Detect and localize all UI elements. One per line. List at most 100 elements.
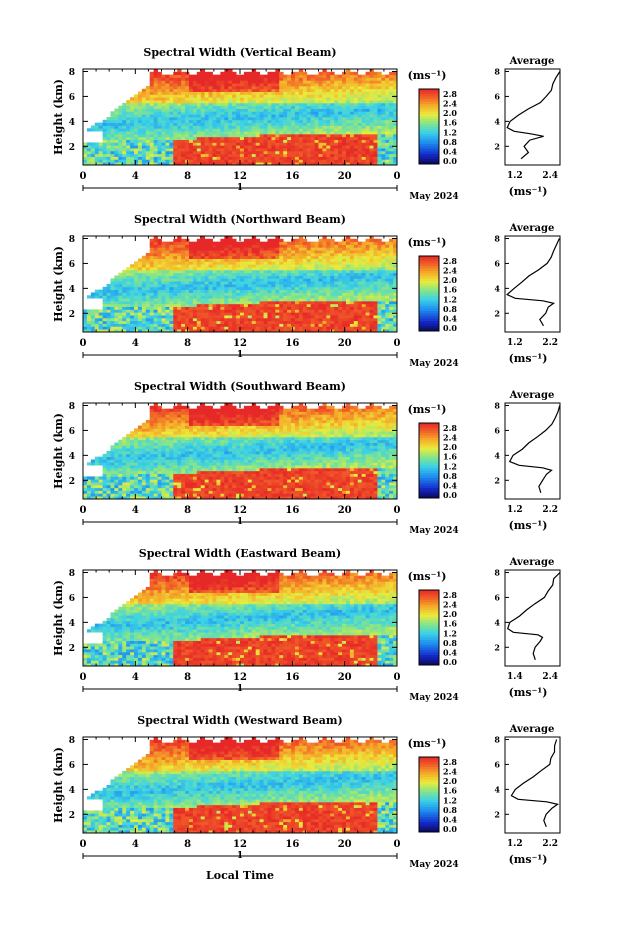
heatmap-cell xyxy=(275,71,280,76)
heatmap-cell xyxy=(381,128,386,132)
heatmap-cell xyxy=(130,114,135,118)
heatmap-cell xyxy=(181,298,186,302)
heatmap-cell xyxy=(134,119,139,124)
heatmap-cell xyxy=(377,329,382,333)
heatmap-cell xyxy=(188,269,194,274)
heatmap-cell xyxy=(208,131,213,135)
heatmap-cell xyxy=(220,145,225,149)
heatmap-cell xyxy=(353,148,359,152)
heatmap-cell xyxy=(263,119,268,124)
heatmap-cell xyxy=(330,74,335,78)
heatmap-cell xyxy=(165,306,170,310)
heatmap-cell xyxy=(349,74,355,78)
heatmap-cell xyxy=(90,295,96,299)
heatmap-cell xyxy=(145,295,151,299)
heatmap-cell xyxy=(393,91,398,95)
heatmap-cell xyxy=(283,315,288,319)
heatmap-cell xyxy=(204,139,210,143)
heatmap-cell xyxy=(393,80,398,84)
heatmap-cell xyxy=(291,286,296,291)
heatmap-cell xyxy=(145,108,151,112)
heatmap-cell xyxy=(204,114,210,118)
heatmap-cell xyxy=(137,295,143,299)
heatmap-cell xyxy=(334,74,339,78)
heatmap-cell xyxy=(275,136,280,140)
heatmap-cell xyxy=(389,323,394,327)
heatmap-cell xyxy=(357,97,363,101)
heatmap-cell xyxy=(232,114,237,118)
heatmap-cell xyxy=(373,97,378,101)
heatmap-cell xyxy=(381,145,386,149)
heatmap-cell xyxy=(365,71,370,76)
heatmap-cell xyxy=(220,162,225,166)
heatmap-cell xyxy=(298,108,304,112)
heatmap-cell xyxy=(393,267,398,271)
heatmap-cell xyxy=(259,133,264,138)
heatmap-cell xyxy=(188,111,194,115)
heatmap-cell xyxy=(126,323,131,327)
heatmap-cell xyxy=(373,261,378,265)
heatmap-cell xyxy=(326,255,331,259)
heatmap-cell xyxy=(90,159,96,163)
heatmap-cell xyxy=(349,148,355,152)
heatmap-cell xyxy=(271,131,276,135)
heatmap-cell xyxy=(185,148,190,152)
heatmap-cell xyxy=(196,275,202,279)
heatmap-cell xyxy=(220,133,225,138)
heatmap-cell xyxy=(212,105,217,109)
heatmap-cell xyxy=(134,108,139,112)
heatmap-cell xyxy=(326,77,331,81)
heatmap-cell xyxy=(83,323,88,327)
heatmap-cell xyxy=(141,114,147,118)
heatmap-cell xyxy=(322,329,327,333)
heatmap-cell xyxy=(236,80,241,84)
heatmap-cell xyxy=(251,309,257,313)
heatmap-cell xyxy=(224,114,229,118)
heatmap-cell xyxy=(165,111,170,115)
heatmap-cell xyxy=(247,105,253,109)
heatmap-cell xyxy=(314,329,319,333)
heatmap-cell xyxy=(271,117,276,121)
heatmap-cell xyxy=(153,323,158,327)
heatmap-cell xyxy=(322,97,327,101)
heatmap-cell xyxy=(173,267,178,271)
heatmap-cell xyxy=(357,309,363,313)
heatmap-cell xyxy=(149,295,155,299)
heatmap-cell xyxy=(118,148,123,152)
heatmap-cell xyxy=(385,159,390,163)
heatmap-cell xyxy=(216,292,221,296)
heatmap-cell xyxy=(267,136,272,140)
heatmap-cell xyxy=(169,300,174,305)
heatmap-cell xyxy=(283,241,288,245)
heatmap-cell xyxy=(306,272,312,276)
heatmap-cell xyxy=(255,286,261,291)
heatmap-cell xyxy=(349,139,355,143)
heatmap-cell xyxy=(306,326,312,330)
heatmap-cell xyxy=(177,315,182,319)
heatmap-cell xyxy=(279,150,284,155)
heatmap-cell xyxy=(161,133,166,138)
heatmap-cell xyxy=(106,133,111,138)
heatmap-cell xyxy=(165,91,170,95)
heatmap-cell xyxy=(334,119,339,124)
heatmap-cell xyxy=(169,114,174,118)
heatmap-cell xyxy=(326,94,331,98)
heatmap-cell xyxy=(122,315,127,319)
heatmap-cell xyxy=(369,300,374,305)
heatmap-cell xyxy=(247,306,253,310)
heatmap-cell xyxy=(357,142,363,146)
heatmap-cell xyxy=(196,272,202,276)
heatmap-cell xyxy=(192,329,198,333)
heatmap-cell xyxy=(204,312,210,316)
heatmap-cell xyxy=(134,159,139,163)
heatmap-cell xyxy=(275,326,280,330)
heatmap-cell xyxy=(361,111,367,115)
heatmap-cell xyxy=(177,238,182,243)
heatmap-cell xyxy=(102,125,107,129)
heatmap-cell xyxy=(365,74,370,78)
heatmap-cell xyxy=(369,317,374,322)
heatmap-cell xyxy=(393,326,398,330)
heatmap-cell xyxy=(200,131,206,135)
heatmap-cell xyxy=(192,159,198,163)
heatmap-cell xyxy=(389,244,394,248)
